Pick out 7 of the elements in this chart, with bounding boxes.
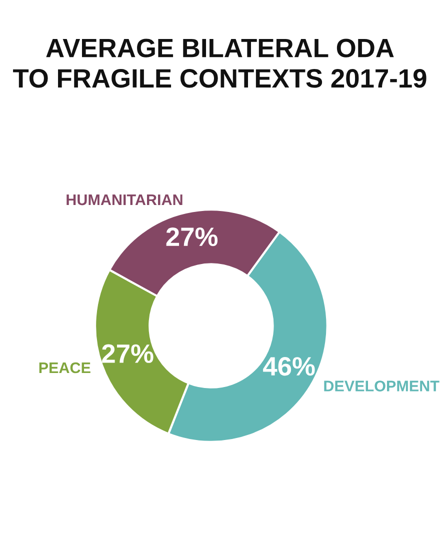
slice-label: DEVELOPMENT	[324, 380, 440, 392]
data-label: 46%	[263, 357, 315, 376]
data-label: 27%	[166, 227, 218, 246]
slice-label: PEACE	[39, 362, 90, 374]
data-label: 27%	[102, 344, 154, 363]
slice-label: HUMANITARIAN	[66, 194, 182, 206]
chart-title: AVERAGE BILATERAL ODA TO FRAGILE CONTEXTS 2017-19	[13, 38, 426, 88]
